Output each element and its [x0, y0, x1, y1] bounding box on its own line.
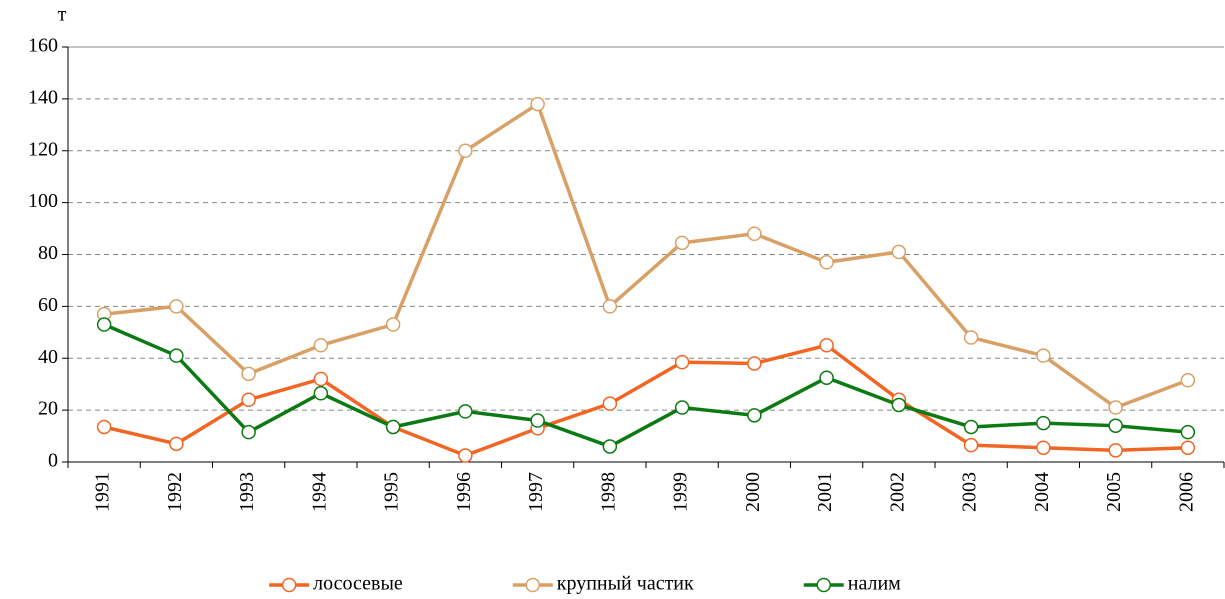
data-point: [963, 330, 979, 345]
series-line: [103, 322, 1189, 449]
data-point: [1036, 415, 1051, 431]
data-point: [530, 96, 545, 112]
data-point: [1108, 418, 1123, 433]
data-point: [1180, 373, 1196, 388]
data-point: [530, 413, 545, 428]
data-point: [963, 419, 979, 435]
data-point: [674, 235, 690, 251]
data-point: [819, 255, 834, 270]
y-tick-label: 60: [38, 294, 58, 316]
y-tick-label: 140: [28, 86, 58, 108]
x-tick-label: 2001: [814, 472, 836, 512]
x-tick-label: 1991: [92, 472, 114, 512]
legend: лососевые крупный частик налим: [269, 573, 901, 595]
y-tick-label: 80: [38, 242, 58, 264]
data-point: [602, 396, 618, 411]
data-point: [1180, 440, 1196, 455]
legend-label: лососевые: [313, 573, 403, 595]
legend-marker: [816, 577, 831, 593]
series-line: [103, 101, 1189, 410]
series-line: [103, 343, 1188, 458]
y-tick-label: 120: [28, 138, 58, 160]
x-tick-label: 1997: [525, 472, 547, 512]
x-tick-label: 2003: [959, 472, 981, 512]
y-tick-label: 20: [38, 398, 58, 420]
data-point: [385, 317, 401, 332]
data-point: [819, 370, 834, 385]
data-point: [1180, 424, 1196, 440]
data-point: [1036, 440, 1051, 455]
data-point: [169, 348, 184, 363]
x-tick-label: 1998: [597, 472, 619, 512]
x-tick-label: 1996: [453, 472, 475, 512]
data-point: [602, 299, 618, 314]
data-point: [458, 404, 473, 419]
x-tick-label: 2005: [1103, 472, 1125, 512]
data-point: [747, 408, 762, 423]
x-tick-label: 1993: [236, 472, 258, 512]
data-point: [169, 299, 184, 314]
data-point: [1036, 348, 1051, 363]
data-point: [963, 437, 979, 453]
y-tick-label: 160: [28, 35, 58, 57]
x-tick-label: 1994: [308, 472, 330, 512]
data-point: [747, 226, 762, 241]
data-point: [241, 424, 256, 440]
data-point: [241, 392, 256, 407]
data-point: [891, 397, 907, 413]
x-tick-label: 2002: [886, 472, 908, 512]
data-point: [241, 366, 256, 382]
data-point: [891, 244, 907, 260]
data-point: [313, 386, 329, 401]
x-tick-label: 1999: [670, 472, 692, 512]
x-tick-label: 1995: [381, 472, 403, 512]
data-point: [313, 338, 329, 353]
data-point: [313, 371, 329, 387]
y-axis-label: т: [58, 4, 67, 26]
data-point: [96, 317, 112, 332]
data-point: [1108, 400, 1123, 415]
x-tick-label: 2004: [1031, 472, 1053, 512]
x-tick-label: 2006: [1175, 472, 1197, 512]
data-point: [1108, 443, 1123, 458]
data-point: [674, 354, 690, 370]
legend-label: налим: [848, 573, 901, 595]
legend-marker: [281, 577, 297, 593]
data-point: [747, 356, 762, 371]
y-tick-label: 100: [28, 190, 58, 212]
data-point: [96, 419, 112, 435]
y-tick-label: 0: [48, 450, 58, 472]
data-point: [458, 143, 473, 158]
legend-label: крупный частик: [557, 573, 694, 595]
x-tick-label: 2000: [742, 472, 764, 512]
x-tick-label: 1992: [164, 472, 186, 512]
data-point: [602, 439, 618, 454]
data-point: [674, 400, 690, 415]
legend-marker: [525, 577, 541, 593]
data-point: [169, 436, 184, 452]
y-tick-label: 40: [38, 346, 58, 368]
data-point: [458, 448, 473, 463]
data-point: [819, 338, 834, 353]
data-point: [385, 419, 401, 435]
